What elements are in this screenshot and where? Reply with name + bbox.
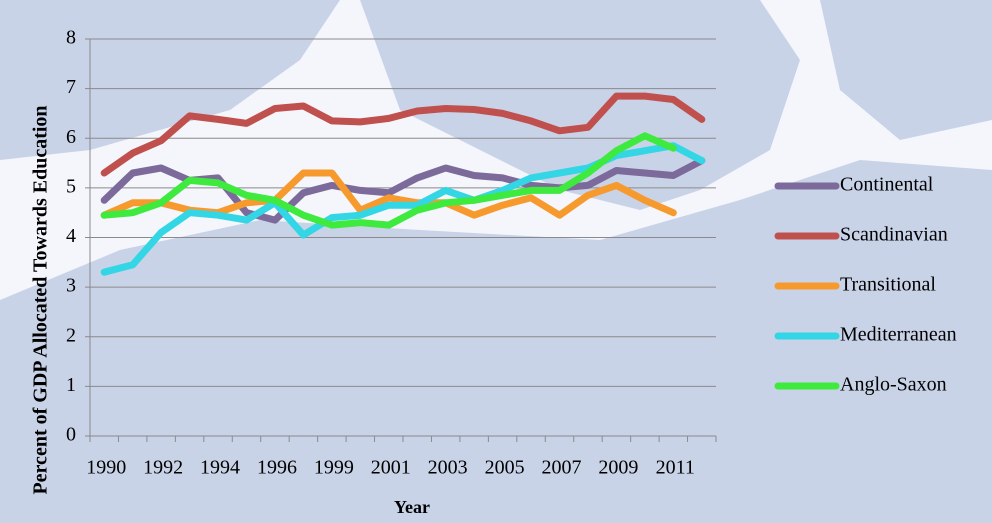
x-tick-label: 1999 (314, 457, 354, 479)
y-tick-label: 7 (66, 76, 76, 98)
x-tick-label: 2011 (656, 457, 695, 479)
legend-label: Mediterranean (840, 324, 957, 346)
legend-label: Anglo-Saxon (840, 374, 947, 396)
y-axis-title: Percent of GDP Allocated Towards Educati… (30, 105, 52, 494)
x-tick-label: 2001 (371, 457, 411, 479)
x-tick-label: 1994 (200, 457, 240, 479)
x-tick-label: 1990 (86, 457, 126, 479)
y-tick-label: 5 (66, 175, 76, 197)
legend-label: Scandinavian (840, 224, 948, 246)
x-tick-label: 1992 (143, 457, 183, 479)
x-tick-label: 2005 (485, 457, 525, 479)
x-tick-label: 2009 (598, 457, 638, 479)
legend-label: Transitional (840, 274, 936, 296)
y-tick-label: 3 (66, 275, 76, 297)
y-tick-label: 1 (66, 374, 76, 396)
y-tick-label: 0 (66, 424, 76, 446)
line-series (100, 132, 677, 229)
line-series (100, 92, 706, 177)
y-tick-label: 8 (66, 27, 76, 49)
x-tick-label: 1996 (257, 457, 297, 479)
x-tick-label: 2003 (428, 457, 468, 479)
y-tick-label: 2 (66, 324, 76, 346)
x-axis-title: Year (394, 497, 430, 517)
y-tick-label: 4 (66, 225, 76, 247)
y-tick-label: 6 (66, 126, 76, 148)
x-tick-label: 2007 (542, 457, 582, 479)
legend-label: Continental (840, 174, 934, 196)
